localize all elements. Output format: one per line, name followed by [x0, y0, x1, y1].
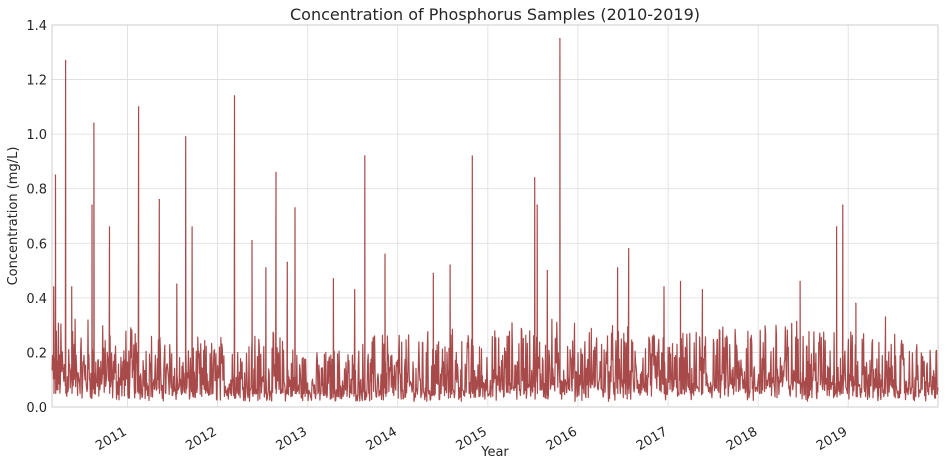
y-tick-labels: 0.0 0.2 0.4 0.6 0.8 1.0 1.2 1.4: [26, 19, 47, 416]
peak-point: [64, 59, 67, 62]
peak-point: [158, 199, 160, 201]
peak-point: [233, 95, 236, 97]
peak-point: [884, 316, 887, 318]
peak-point: [701, 289, 704, 291]
peak-point: [628, 248, 630, 250]
y-tick-label: 1.4: [26, 19, 47, 34]
y-tick-label: 0.4: [26, 292, 47, 307]
peak-point: [364, 155, 366, 157]
peak-point: [185, 136, 187, 138]
peak-point: [842, 204, 844, 206]
y-tick-label: 1.0: [26, 128, 47, 143]
peak-point: [679, 280, 682, 283]
peak-point: [616, 267, 619, 269]
phosphorus-series-line: [51, 38, 939, 402]
peak-point: [294, 207, 296, 209]
peak-point: [108, 226, 111, 228]
peak-point: [354, 289, 356, 291]
peak-point: [54, 174, 57, 176]
peak-point: [855, 302, 857, 304]
peak-point: [432, 272, 434, 274]
peak-point: [53, 286, 55, 288]
peak-point: [663, 286, 665, 288]
peak-point: [286, 261, 288, 263]
peak-point: [265, 267, 267, 269]
peak-point: [191, 226, 193, 228]
y-tick-label: 0.0: [26, 401, 47, 416]
y-tick-label: 1.2: [26, 74, 47, 89]
peak-point: [471, 155, 473, 157]
peak-point: [176, 283, 178, 285]
series-layer: [51, 38, 939, 402]
peak-point: [836, 226, 838, 228]
y-axis-label: Concentration (mg/L): [6, 147, 21, 286]
y-tick-label: 0.2: [26, 346, 47, 361]
peak-point: [137, 106, 140, 108]
peak-point: [91, 204, 93, 206]
peak-point: [332, 278, 335, 280]
peak-point: [275, 171, 277, 173]
peak-point: [536, 204, 538, 206]
peak-point: [534, 177, 536, 179]
plot-area-frame: [51, 24, 939, 408]
peak-point: [93, 122, 95, 124]
peak-point: [449, 264, 451, 266]
peak-point: [559, 38, 561, 40]
peak-point: [384, 253, 386, 255]
peak-point: [251, 239, 253, 242]
chart-title: Concentration of Phosphorus Samples (201…: [290, 5, 700, 24]
y-tick-label: 0.6: [26, 237, 47, 252]
y-tick-label: 0.8: [26, 183, 47, 198]
peak-point: [546, 269, 548, 272]
peak-point: [799, 280, 801, 283]
peak-point: [71, 286, 73, 288]
x-axis-label: Year: [480, 445, 509, 460]
